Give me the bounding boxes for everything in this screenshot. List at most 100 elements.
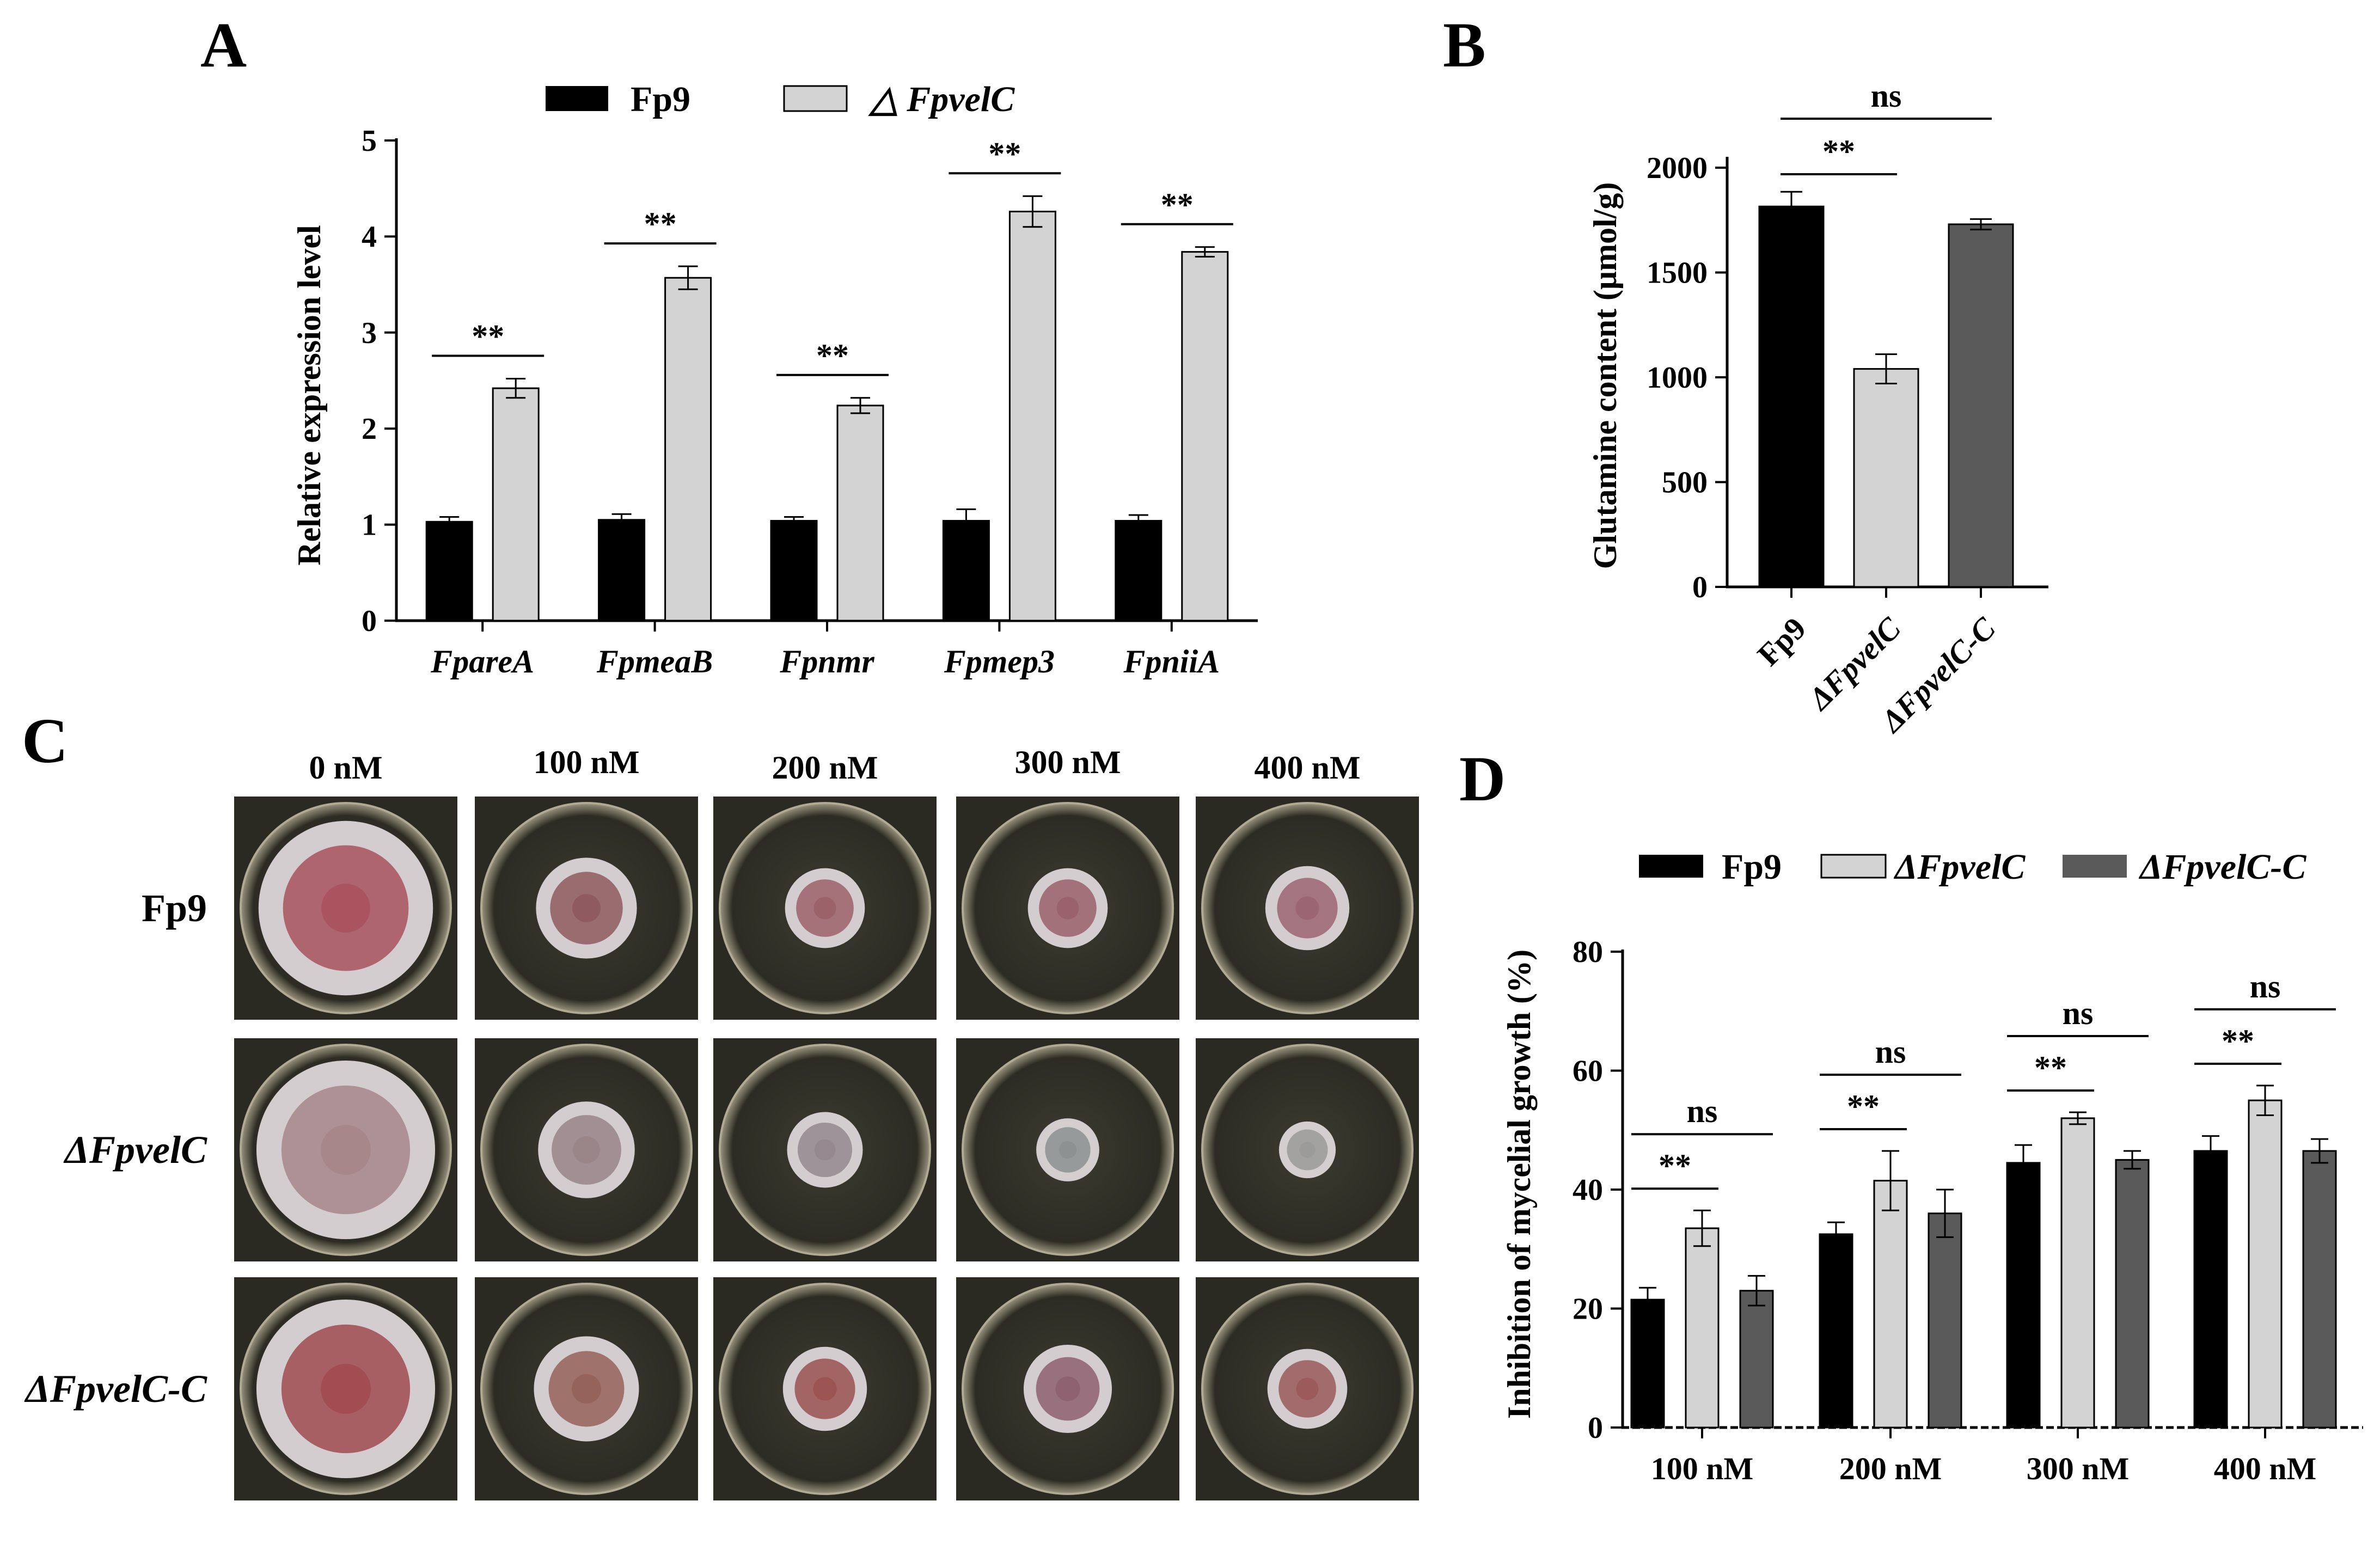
colony-center: [813, 897, 836, 920]
panel-c-plate-grid: 0 nM 100 nM 200 nM 300 nM 400 nM Fp9 ΔFpvelC ΔF…: [24, 744, 1419, 1500]
y-tick-label-b: 1000: [1647, 361, 1708, 395]
y-tick-label-d: 80: [1573, 935, 1603, 969]
bar-a: [1181, 251, 1229, 622]
significance-label-a: **: [472, 318, 504, 354]
significance-label-a: **: [1161, 187, 1194, 223]
colony-center: [572, 894, 601, 922]
comparison-label-d: ns: [2063, 995, 2094, 1031]
legend-a-swatch-fp9: [546, 86, 608, 111]
strain-row-label: Fp9: [142, 886, 207, 930]
colony-center: [321, 1125, 371, 1175]
bar-b: [1948, 223, 2014, 588]
x-tick-label-a: Fpnmr: [779, 644, 874, 679]
x-tick-label-a: Fpmep3: [944, 644, 1055, 679]
bar-d: [1928, 1212, 1962, 1429]
y-tick-label-b: 1500: [1647, 256, 1708, 290]
colony-center: [813, 1377, 837, 1401]
bar-d: [1685, 1227, 1720, 1429]
bar-a: [598, 519, 646, 622]
legend-d-label-mutant: ΔFpvelC: [1893, 847, 2026, 887]
x-tick-label-b: Fp9: [1751, 610, 1813, 672]
y-axis-title-a: Relative expression level: [291, 225, 327, 565]
y-tick-label-a: 5: [362, 124, 377, 158]
x-tick-label-d: 300 nM: [2027, 1451, 2130, 1486]
colony-center: [571, 1374, 602, 1404]
comparison-label-d: **: [2034, 1050, 2067, 1086]
comparison-label-d: ns: [1875, 1034, 1906, 1070]
significance-label-a: **: [816, 338, 849, 373]
bars-d: ** ns ** ns ** ns ** ns: [1630, 969, 2337, 1429]
panel-letter-b: B: [1443, 9, 1486, 81]
bar-a: [836, 405, 884, 622]
axes-a: 0 1 2 3 4 5 FpareA FpmeaB Fpnmr Fpmep3 FpniiA: [362, 124, 1258, 679]
bar-d: [2193, 1150, 2228, 1429]
colony-center: [1296, 1377, 1319, 1400]
colony-center: [1055, 1376, 1080, 1401]
comparison-label-d: ns: [2250, 969, 2281, 1004]
bar-d: [1873, 1180, 1908, 1429]
x-tick-label-a: FpmeaB: [596, 644, 713, 679]
colony-center: [1299, 1142, 1316, 1158]
colony-center: [321, 1364, 371, 1414]
y-tick-label-a: 1: [362, 509, 377, 542]
bar-a: [1008, 211, 1056, 622]
comparison-label-b: **: [1822, 133, 1855, 169]
bar-d: [2302, 1150, 2337, 1429]
panel-letter-d: D: [1459, 743, 1506, 814]
panel-letter-a: A: [200, 9, 247, 81]
bar-d: [2115, 1159, 2150, 1429]
significance-label-a: **: [988, 136, 1021, 171]
colony-center: [1056, 897, 1079, 920]
legend-d-label-fp9: Fp9: [1722, 847, 1782, 887]
concentration-label: 200 nM: [772, 750, 878, 786]
bars-b: ** ns: [1758, 78, 2014, 588]
y-tick-label-a: 3: [362, 316, 377, 350]
y-tick-label-a: 4: [362, 220, 377, 254]
significance-label-a: **: [644, 206, 677, 242]
y-tick-label-b: 2000: [1647, 151, 1708, 185]
bar-d: [1739, 1290, 1774, 1429]
comparison-label-d: **: [2222, 1023, 2254, 1059]
y-tick-label-a: 2: [362, 412, 377, 446]
panel-d-bar-chart: Fp9 ΔFpvelC ΔFpvelC-C Inhibition of myce…: [1501, 847, 2363, 1486]
colony-center: [1059, 1141, 1077, 1159]
x-tick-label-a: FpniiA: [1123, 644, 1220, 679]
x-tick-label-d: 400 nM: [2214, 1451, 2317, 1486]
x-tick-label-d: 100 nM: [1651, 1451, 1754, 1486]
panel-letter-c: C: [22, 705, 68, 776]
panel-a-bar-chart: Fp9 △ FpvelC Relative expression level 0…: [291, 79, 1258, 679]
bar-a: [942, 520, 990, 622]
colony-center: [1295, 896, 1319, 920]
legend-a-label-mutant: △ FpvelC: [868, 79, 1015, 119]
panel-b-bar-chart: Glutamine content (μmol/g) 0 500 1000 1500 2…: [1587, 78, 2048, 739]
bar-a: [492, 387, 540, 622]
concentration-label: 100 nM: [534, 744, 640, 780]
comparison-label-d: **: [1659, 1148, 1691, 1184]
x-tick-label-a: FpareA: [430, 644, 534, 679]
colony-center: [573, 1136, 600, 1163]
bar-d: [1819, 1233, 1853, 1429]
y-axis-title-d: Inhibition of mycelial growth (%): [1501, 949, 1537, 1419]
concentration-label: 0 nM: [309, 750, 383, 786]
bar-a: [664, 277, 712, 622]
concentration-label: 400 nM: [1255, 750, 1361, 786]
bars-a: ** ** ** ** **: [425, 136, 1233, 622]
bar-b: [1853, 368, 1919, 588]
legend-d-swatch-complemented: [2063, 855, 2127, 878]
strain-row-label: ΔFpvelC-C: [24, 1367, 207, 1411]
y-tick-label-d: 60: [1573, 1055, 1603, 1088]
legend-d-swatch-fp9: [1639, 855, 1703, 878]
concentration-label: 300 nM: [1015, 744, 1121, 780]
y-axis-title-b: Glutamine content (μmol/g): [1587, 182, 1623, 569]
bar-d: [2060, 1117, 2095, 1429]
y-tick-label-a: 0: [362, 604, 377, 638]
y-tick-label-b: 500: [1662, 466, 1708, 500]
y-tick-label-d: 20: [1573, 1292, 1603, 1326]
x-tick-label-d: 200 nM: [1839, 1451, 1942, 1486]
bar-d: [2006, 1162, 2041, 1429]
bar-b: [1758, 205, 1825, 588]
legend-d-swatch-mutant: [1820, 854, 1887, 879]
comparison-label-d: **: [1847, 1088, 1880, 1124]
legend-a-swatch-mutant: [783, 85, 848, 112]
